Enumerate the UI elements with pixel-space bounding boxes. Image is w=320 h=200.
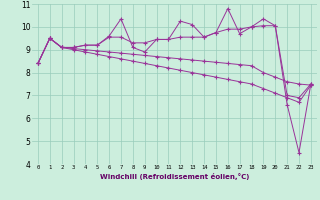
X-axis label: Windchill (Refroidissement éolien,°C): Windchill (Refroidissement éolien,°C) bbox=[100, 173, 249, 180]
